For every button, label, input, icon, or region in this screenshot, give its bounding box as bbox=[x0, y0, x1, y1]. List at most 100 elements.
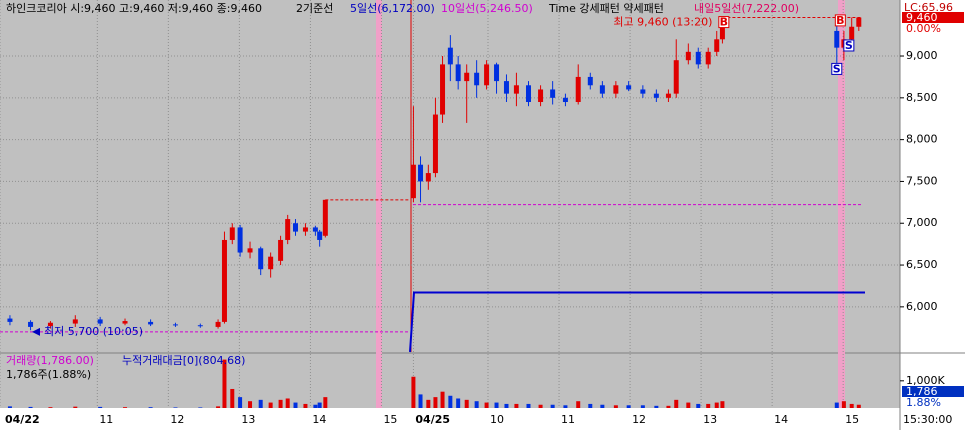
candle-body bbox=[221, 239, 227, 322]
candle-body bbox=[538, 89, 544, 103]
volume-pct: 1.88% bbox=[906, 396, 941, 409]
volume-bar bbox=[198, 407, 203, 408]
candle-body bbox=[440, 64, 446, 115]
volume-bar bbox=[7, 406, 12, 408]
candle-body bbox=[562, 97, 568, 103]
x-tick-label: 15 bbox=[383, 413, 397, 426]
candle-body bbox=[317, 231, 323, 240]
volume-bar bbox=[484, 402, 489, 408]
x-tick-label: 12 bbox=[170, 413, 184, 426]
volume-bar bbox=[448, 395, 453, 408]
candle-body bbox=[28, 321, 34, 327]
volume-bar bbox=[640, 405, 645, 408]
ma5-label: 5일선(6,172.00) bbox=[350, 1, 435, 15]
volume-bar bbox=[173, 407, 178, 408]
signal-marker bbox=[843, 39, 855, 52]
signal-marker bbox=[718, 16, 730, 29]
candle-body bbox=[172, 324, 178, 326]
y-tick-label: 7,500 bbox=[906, 174, 938, 187]
candle-body bbox=[503, 81, 509, 94]
volume-bar bbox=[674, 399, 679, 408]
pattern-label: Time 강세패턴 약세패턴 bbox=[548, 1, 664, 15]
x-tick-label: 13 bbox=[241, 413, 255, 426]
candle-body bbox=[719, 17, 725, 40]
candle-body bbox=[97, 319, 103, 324]
candle-body bbox=[626, 85, 632, 90]
x-tick-label: 15 bbox=[845, 413, 859, 426]
candle-body bbox=[494, 64, 500, 82]
y-tick-label: 6,000 bbox=[906, 300, 938, 313]
candle-body bbox=[484, 64, 490, 86]
x-tick-label: 14 bbox=[774, 413, 788, 426]
x-tick-label: 10 bbox=[490, 413, 504, 426]
volume-bar bbox=[504, 403, 509, 408]
volume-bar bbox=[303, 403, 308, 408]
candle-body bbox=[550, 89, 556, 98]
volume-box bbox=[902, 386, 964, 397]
volume-bar bbox=[856, 404, 861, 408]
volume-bar bbox=[123, 407, 128, 408]
volume-bar bbox=[456, 398, 461, 408]
candle-body bbox=[653, 93, 659, 98]
time-label: 15:30:00 bbox=[903, 413, 952, 426]
x-tick-label: 11 bbox=[561, 413, 575, 426]
volume-bar bbox=[222, 359, 227, 408]
volume-bar bbox=[317, 402, 322, 408]
y-tick-label: 7,000 bbox=[906, 216, 938, 229]
volume-bar bbox=[576, 401, 581, 408]
candle-body bbox=[856, 17, 862, 27]
price-box-text: 9,460 bbox=[906, 11, 938, 24]
candle-body bbox=[685, 51, 691, 61]
time-axis-bg bbox=[0, 408, 965, 430]
volume-bar bbox=[418, 394, 423, 408]
volume-bar bbox=[73, 406, 78, 408]
volume-bar bbox=[626, 405, 631, 408]
lc-label: LC:65.96 bbox=[904, 1, 953, 14]
ma5-line bbox=[409, 291, 865, 353]
candle-body bbox=[599, 85, 605, 94]
volume-bar bbox=[666, 405, 671, 408]
volume-bar bbox=[216, 406, 221, 408]
signal-marker bbox=[834, 14, 846, 27]
volume-bar bbox=[464, 399, 469, 408]
candle-body bbox=[705, 51, 711, 65]
volume-bar bbox=[98, 406, 103, 408]
candle-body bbox=[418, 164, 424, 182]
y-tick-label: 9,000 bbox=[906, 49, 938, 62]
signal-label: S bbox=[833, 62, 841, 75]
volume-bar bbox=[714, 402, 719, 408]
candle-body bbox=[640, 89, 646, 94]
volume-bar bbox=[426, 399, 431, 408]
x-tick-label: 04/25 bbox=[415, 413, 450, 426]
volume-box-text: 1,786 bbox=[906, 385, 938, 398]
candle-body bbox=[410, 164, 416, 199]
volume-bar bbox=[696, 403, 701, 408]
candle-body bbox=[215, 321, 221, 327]
signal-label: B bbox=[836, 14, 844, 27]
volume-bar bbox=[474, 401, 479, 408]
candle-body bbox=[834, 30, 840, 48]
amount-legend: 누적거래대금[0](804.68) bbox=[122, 354, 245, 367]
volume-bar bbox=[494, 402, 499, 408]
low-annotation: 최저 5,700 (10:05) bbox=[44, 325, 143, 338]
volume-bar bbox=[600, 404, 605, 408]
candle-body bbox=[695, 51, 701, 65]
candle-body bbox=[525, 85, 531, 103]
candle-body bbox=[613, 85, 619, 94]
candle-body bbox=[665, 93, 671, 98]
volume-bar bbox=[258, 399, 263, 408]
candle-body bbox=[247, 248, 253, 253]
candle-body bbox=[285, 219, 291, 240]
candle-body bbox=[72, 319, 78, 324]
volume-bar bbox=[613, 405, 618, 408]
candle-body bbox=[293, 223, 299, 232]
candle-body bbox=[425, 173, 431, 182]
candle-body bbox=[474, 72, 480, 86]
session-band bbox=[838, 0, 845, 408]
volume-bar bbox=[526, 403, 531, 408]
volume-bar bbox=[285, 398, 290, 408]
candle-body bbox=[148, 321, 154, 325]
stock-title: 하인크코리아 시:9,460 고:9,460 저:9,460 종:9,460 bbox=[6, 1, 262, 15]
